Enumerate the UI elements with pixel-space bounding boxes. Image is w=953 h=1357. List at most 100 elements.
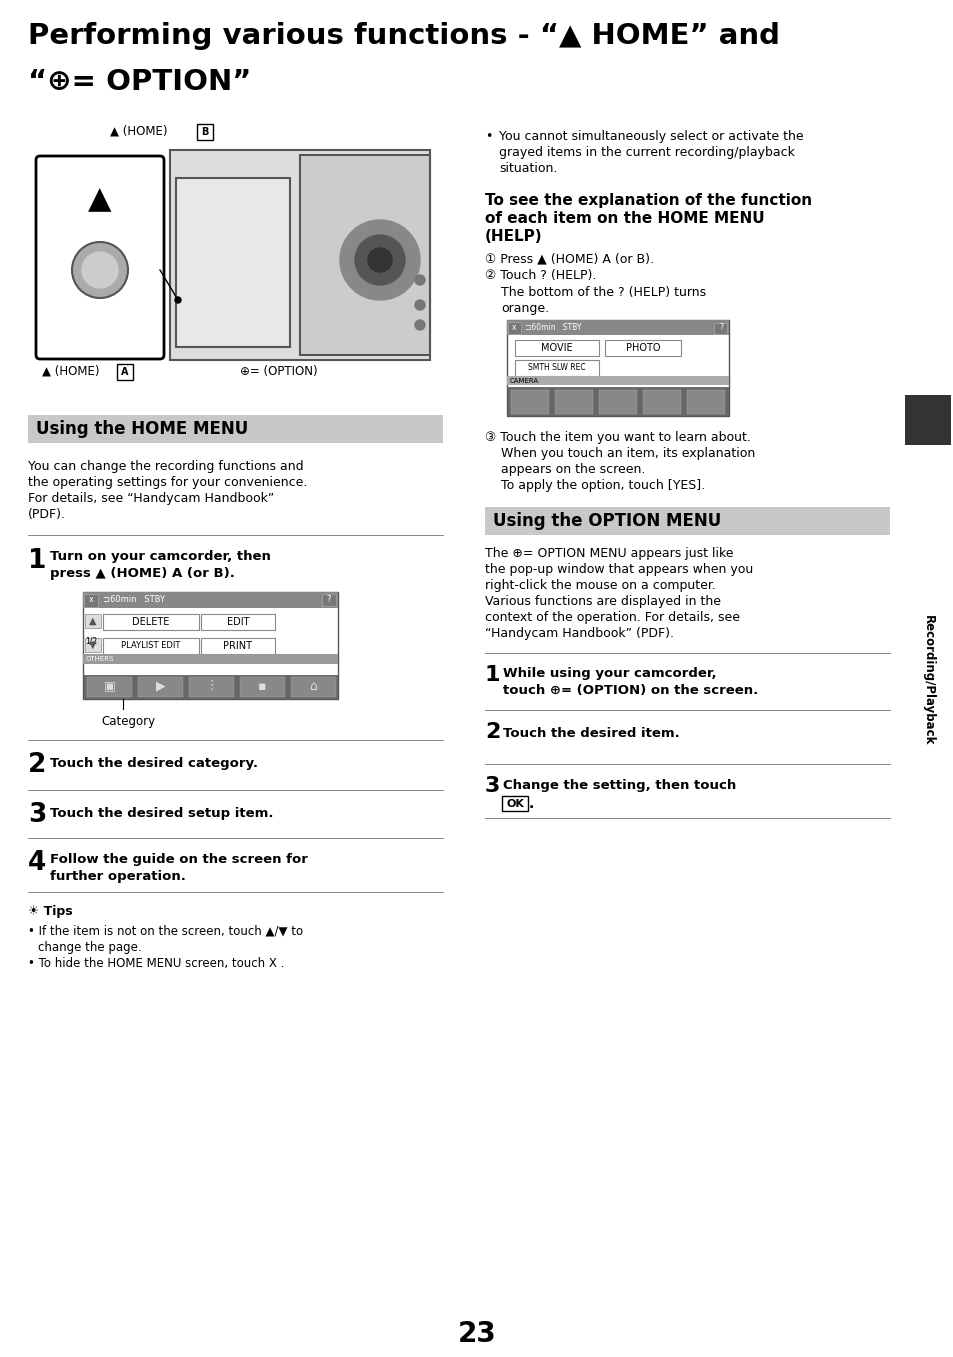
Bar bbox=[83, 592, 337, 699]
Text: the operating settings for your convenience.: the operating settings for your convenie… bbox=[28, 476, 307, 489]
Circle shape bbox=[415, 300, 424, 309]
Bar bbox=[642, 389, 680, 414]
Text: ⊕= (OPTION): ⊕= (OPTION) bbox=[240, 365, 317, 379]
Text: (PDF).: (PDF). bbox=[28, 508, 66, 521]
Bar bbox=[103, 613, 199, 630]
Text: 1: 1 bbox=[28, 548, 47, 574]
Bar bbox=[555, 389, 593, 414]
Text: “⊕= OPTION”: “⊕= OPTION” bbox=[28, 68, 251, 96]
Bar bbox=[598, 389, 637, 414]
FancyBboxPatch shape bbox=[299, 155, 430, 356]
Text: .: . bbox=[529, 797, 534, 811]
Text: Follow the guide on the screen for: Follow the guide on the screen for bbox=[50, 854, 308, 866]
Text: OK: OK bbox=[505, 799, 523, 809]
Text: ⋮: ⋮ bbox=[205, 680, 217, 692]
Text: Category: Category bbox=[101, 715, 155, 727]
Text: ▲ (HOME): ▲ (HOME) bbox=[42, 365, 99, 379]
Text: ▲: ▲ bbox=[89, 186, 112, 214]
Text: ▶: ▶ bbox=[155, 680, 165, 692]
Text: ⊐60min   STBY: ⊐60min STBY bbox=[524, 323, 581, 332]
Text: • To hide the HOME MENU screen, touch X .: • To hide the HOME MENU screen, touch X … bbox=[28, 957, 284, 970]
Text: Touch the desired item.: Touch the desired item. bbox=[502, 727, 679, 740]
Text: For details, see “Handycam Handbook”: For details, see “Handycam Handbook” bbox=[28, 493, 274, 505]
Text: The bottom of the ? (HELP) turns: The bottom of the ? (HELP) turns bbox=[500, 286, 705, 299]
Text: OTHERS: OTHERS bbox=[86, 655, 114, 662]
Text: change the page.: change the page. bbox=[38, 940, 141, 954]
Text: Touch the desired category.: Touch the desired category. bbox=[50, 757, 257, 769]
FancyBboxPatch shape bbox=[36, 156, 164, 360]
Bar bbox=[83, 654, 337, 664]
Text: 3: 3 bbox=[28, 802, 47, 828]
Circle shape bbox=[355, 235, 405, 285]
Text: SMTH SLW REC: SMTH SLW REC bbox=[528, 364, 585, 373]
Text: ▣: ▣ bbox=[104, 680, 115, 692]
Text: • If the item is not on the screen, touch ▲/▼ to: • If the item is not on the screen, touc… bbox=[28, 925, 303, 938]
Text: Change the setting, then touch: Change the setting, then touch bbox=[502, 779, 736, 792]
Bar bbox=[201, 638, 274, 654]
Bar bbox=[604, 341, 680, 356]
Text: PHOTO: PHOTO bbox=[625, 343, 659, 353]
Text: ?: ? bbox=[327, 596, 331, 604]
Circle shape bbox=[82, 252, 118, 288]
Text: When you touch an item, its explanation: When you touch an item, its explanation bbox=[500, 446, 755, 460]
Text: of each item on the HOME MENU: of each item on the HOME MENU bbox=[484, 210, 763, 227]
Text: 4: 4 bbox=[28, 849, 46, 877]
Text: 2: 2 bbox=[28, 752, 47, 778]
Text: Performing various functions - “▲ HOME” and: Performing various functions - “▲ HOME” … bbox=[28, 22, 780, 50]
Text: ▼: ▼ bbox=[90, 641, 96, 650]
Bar bbox=[85, 638, 101, 651]
Text: 23: 23 bbox=[457, 1320, 496, 1348]
Text: B: B bbox=[201, 128, 209, 137]
FancyBboxPatch shape bbox=[170, 151, 430, 360]
Text: ?: ? bbox=[719, 323, 722, 332]
Text: ① Press ▲ (HOME) A (or B).: ① Press ▲ (HOME) A (or B). bbox=[484, 252, 654, 265]
Text: (HELP): (HELP) bbox=[484, 229, 542, 244]
Text: ☀ Tips: ☀ Tips bbox=[28, 905, 72, 917]
Text: Touch the desired setup item.: Touch the desired setup item. bbox=[50, 807, 274, 820]
Text: PLAYLIST EDIT: PLAYLIST EDIT bbox=[121, 642, 180, 650]
Text: Various functions are displayed in the: Various functions are displayed in the bbox=[484, 594, 720, 608]
Text: The ⊕= OPTION MENU appears just like: The ⊕= OPTION MENU appears just like bbox=[484, 547, 733, 560]
Text: right-click the mouse on a computer.: right-click the mouse on a computer. bbox=[484, 579, 715, 592]
Bar bbox=[189, 677, 233, 697]
Text: To see the explanation of the function: To see the explanation of the function bbox=[484, 193, 811, 208]
Text: 3: 3 bbox=[484, 776, 500, 797]
Text: ▲ (HOME): ▲ (HOME) bbox=[110, 125, 168, 138]
Bar bbox=[506, 376, 728, 385]
Text: CAMERA: CAMERA bbox=[510, 379, 538, 384]
Bar bbox=[686, 389, 724, 414]
Text: Turn on your camcorder, then: Turn on your camcorder, then bbox=[50, 550, 271, 563]
Circle shape bbox=[368, 248, 392, 271]
Bar bbox=[507, 322, 520, 334]
Text: While using your camcorder,: While using your camcorder, bbox=[502, 668, 716, 680]
Bar bbox=[201, 613, 274, 630]
Bar bbox=[506, 320, 728, 335]
Bar bbox=[83, 592, 337, 608]
Bar bbox=[138, 677, 183, 697]
Text: press ▲ (HOME) A (or B).: press ▲ (HOME) A (or B). bbox=[50, 567, 234, 579]
Bar bbox=[713, 323, 726, 334]
Text: the pop-up window that appears when you: the pop-up window that appears when you bbox=[484, 563, 753, 575]
Text: x: x bbox=[89, 596, 93, 604]
Bar bbox=[506, 320, 728, 417]
Bar bbox=[515, 360, 598, 376]
Circle shape bbox=[71, 242, 128, 299]
Bar bbox=[103, 638, 199, 654]
Text: further operation.: further operation. bbox=[50, 870, 186, 883]
Bar bbox=[904, 395, 950, 445]
FancyBboxPatch shape bbox=[117, 364, 132, 380]
Text: ⊐60min   STBY: ⊐60min STBY bbox=[103, 596, 165, 604]
Text: 1/2: 1/2 bbox=[85, 636, 97, 645]
Bar bbox=[85, 613, 101, 628]
Text: Using the OPTION MENU: Using the OPTION MENU bbox=[493, 512, 720, 531]
Bar bbox=[515, 341, 598, 356]
Text: 1: 1 bbox=[484, 665, 500, 685]
Text: ▪: ▪ bbox=[258, 680, 267, 692]
Bar bbox=[506, 387, 728, 417]
Text: You cannot simultaneously select or activate the: You cannot simultaneously select or acti… bbox=[498, 130, 802, 142]
Text: touch ⊕= (OPTION) on the screen.: touch ⊕= (OPTION) on the screen. bbox=[502, 684, 758, 697]
Text: EDIT: EDIT bbox=[227, 617, 249, 627]
Bar bbox=[87, 677, 132, 697]
Text: grayed items in the current recording/playback: grayed items in the current recording/pl… bbox=[498, 147, 794, 159]
Text: “Handycam Handbook” (PDF).: “Handycam Handbook” (PDF). bbox=[484, 627, 673, 641]
